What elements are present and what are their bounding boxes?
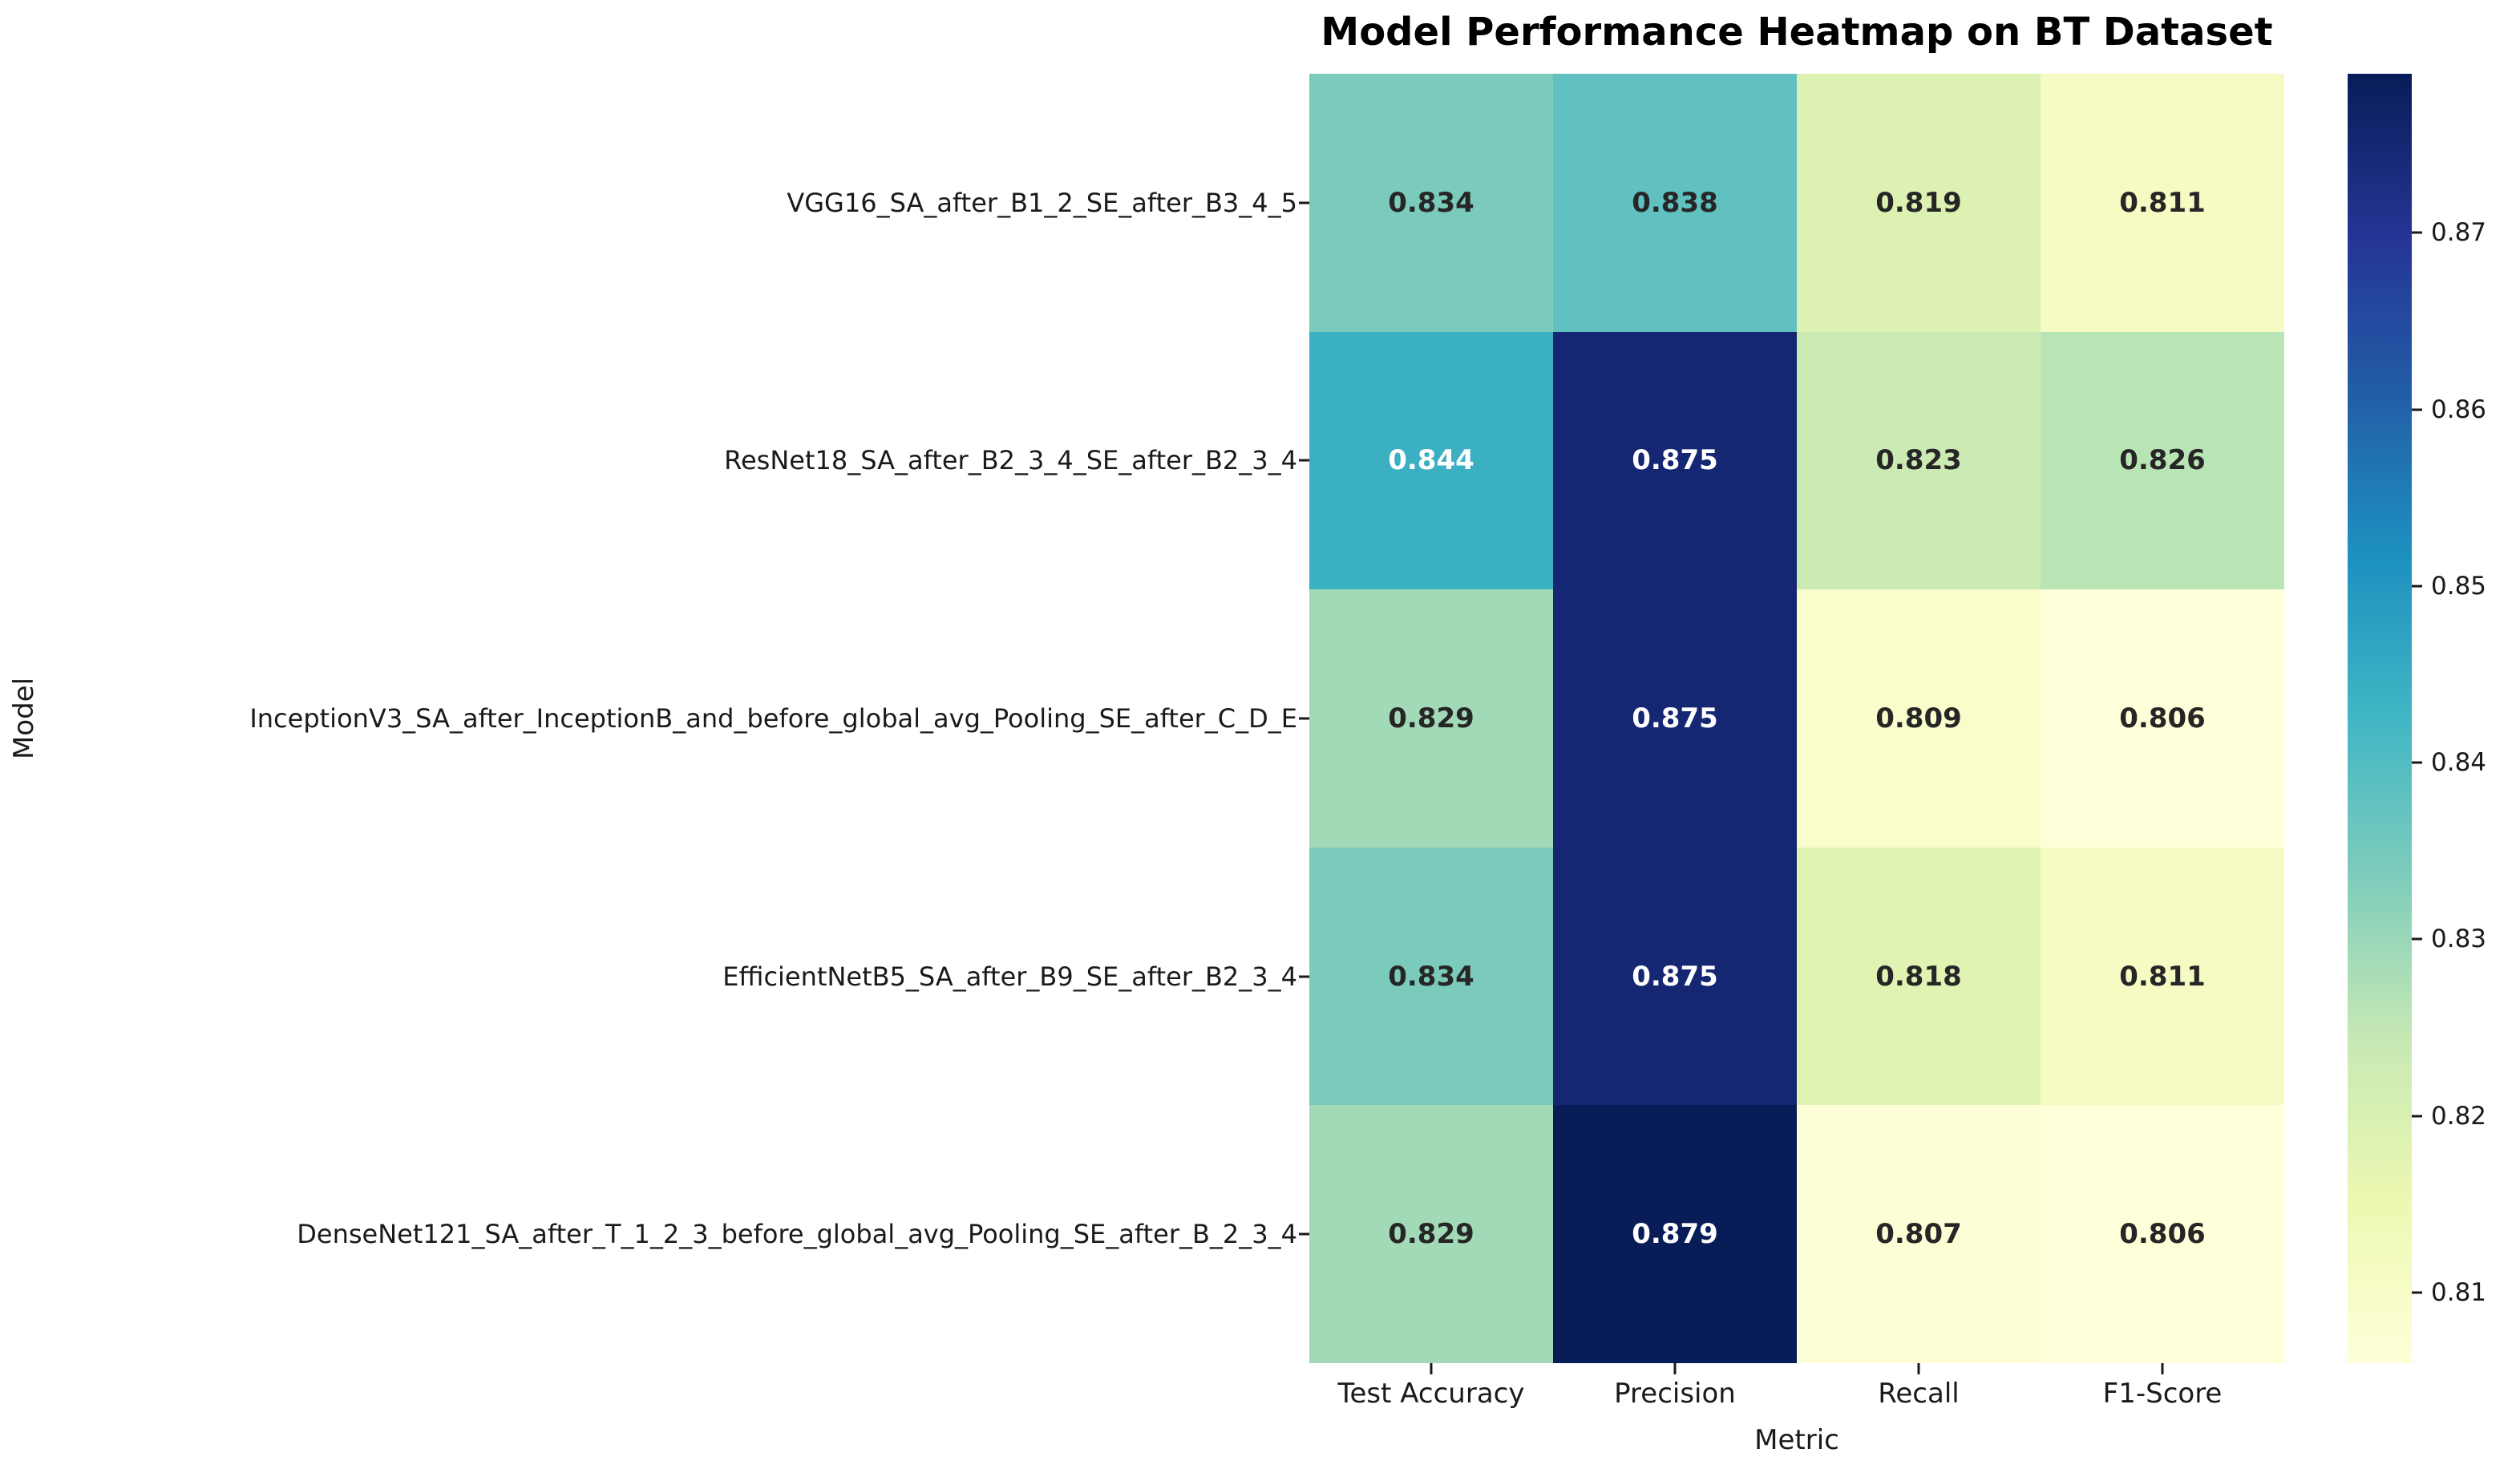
cell-value: 0.811 bbox=[2119, 960, 2206, 993]
chart-title: Model Performance Heatmap on BT Dataset bbox=[1321, 10, 2273, 55]
cell-value: 0.838 bbox=[1632, 186, 1718, 219]
heatmap-cell: 0.806 bbox=[2041, 1105, 2284, 1363]
colorbar-tick-label: 0.83 bbox=[2431, 925, 2487, 954]
heatmap-cell: 0.811 bbox=[2041, 74, 2284, 332]
colorbar-tick-label: 0.82 bbox=[2431, 1101, 2487, 1131]
row-label: EfficientNetB5_SA_after_B9_SE_after_B2_3… bbox=[722, 961, 1297, 992]
cell-value: 0.875 bbox=[1632, 702, 1718, 734]
heatmap-cell: 0.834 bbox=[1309, 74, 1553, 332]
cell-value: 0.826 bbox=[2119, 444, 2206, 477]
cell-value: 0.844 bbox=[1388, 444, 1474, 477]
heatmap-cell: 0.811 bbox=[2041, 847, 2284, 1106]
cell-value: 0.806 bbox=[2119, 702, 2206, 734]
heatmap-cell: 0.838 bbox=[1553, 74, 1797, 332]
heatmap-cell: 0.879 bbox=[1553, 1105, 1797, 1363]
cell-value: 0.829 bbox=[1388, 702, 1474, 734]
heatmap-cell: 0.823 bbox=[1797, 331, 2041, 590]
cell-value: 0.809 bbox=[1875, 702, 1962, 734]
colorbar-tick-label: 0.87 bbox=[2431, 218, 2487, 248]
colorbar bbox=[2348, 74, 2412, 1363]
colorbar-tick bbox=[2412, 585, 2422, 588]
x-tick-mark bbox=[1673, 1363, 1677, 1374]
y-tick-mark bbox=[1299, 1232, 1309, 1236]
col-label: Precision bbox=[1614, 1378, 1736, 1410]
x-tick-mark bbox=[1917, 1363, 1920, 1374]
heatmap-cell: 0.829 bbox=[1309, 589, 1553, 848]
heatmap-cell: 0.806 bbox=[2041, 589, 2284, 848]
heatmap-grid: 0.834 0.838 0.819 0.811 0.844 0.875 0.823 0.826… bbox=[1309, 74, 2284, 1363]
x-axis-label: Metric bbox=[1754, 1424, 1839, 1456]
x-tick-mark bbox=[2161, 1363, 2164, 1374]
cell-value: 0.834 bbox=[1388, 186, 1474, 219]
colorbar-tick bbox=[2412, 408, 2422, 411]
row-label: VGG16_SA_after_B1_2_SE_after_B3_4_5 bbox=[787, 187, 1297, 218]
colorbar-tick-label: 0.85 bbox=[2431, 571, 2487, 601]
cell-value: 0.829 bbox=[1388, 1218, 1474, 1251]
heatmap-cell: 0.875 bbox=[1553, 847, 1797, 1106]
cell-value: 0.823 bbox=[1875, 444, 1962, 477]
cell-value: 0.818 bbox=[1875, 960, 1962, 993]
heatmap-cell: 0.809 bbox=[1797, 589, 2041, 848]
colorbar-tick-label: 0.84 bbox=[2431, 748, 2487, 778]
heatmap-cell: 0.834 bbox=[1309, 847, 1553, 1106]
y-tick-mark bbox=[1299, 459, 1309, 462]
cell-value: 0.875 bbox=[1632, 960, 1718, 993]
cell-value: 0.806 bbox=[2119, 1218, 2206, 1251]
cell-value: 0.811 bbox=[2119, 186, 2206, 219]
heatmap-cell: 0.875 bbox=[1553, 589, 1797, 848]
col-label: F1-Score bbox=[2102, 1378, 2223, 1410]
colorbar-tick bbox=[2412, 1115, 2422, 1118]
heatmap-cell: 0.826 bbox=[2041, 331, 2284, 590]
cell-value: 0.875 bbox=[1632, 444, 1718, 477]
y-tick-mark bbox=[1299, 717, 1309, 720]
cell-value: 0.807 bbox=[1875, 1218, 1962, 1251]
colorbar-tick-label: 0.81 bbox=[2431, 1277, 2487, 1307]
cell-value: 0.834 bbox=[1388, 960, 1474, 993]
colorbar-tick bbox=[2412, 761, 2422, 764]
colorbar-tick-label: 0.86 bbox=[2431, 395, 2487, 424]
y-tick-mark bbox=[1299, 975, 1309, 978]
heatmap-cell: 0.844 bbox=[1309, 331, 1553, 590]
cell-value: 0.819 bbox=[1875, 186, 1962, 219]
colorbar-tick bbox=[2412, 1291, 2422, 1294]
heatmap-cell: 0.829 bbox=[1309, 1105, 1553, 1363]
row-label: InceptionV3_SA_after_InceptionB_and_befo… bbox=[249, 703, 1297, 734]
cell-value: 0.879 bbox=[1632, 1218, 1718, 1251]
row-label: ResNet18_SA_after_B2_3_4_SE_after_B2_3_4 bbox=[724, 445, 1297, 476]
heatmap-cell: 0.807 bbox=[1797, 1105, 2041, 1363]
heatmap-cell: 0.875 bbox=[1553, 331, 1797, 590]
heatmap-cell: 0.818 bbox=[1797, 847, 2041, 1106]
col-label: Test Accuracy bbox=[1337, 1378, 1525, 1410]
colorbar-tick bbox=[2412, 937, 2422, 941]
row-label: DenseNet121_SA_after_T_1_2_3_before_glob… bbox=[297, 1219, 1297, 1250]
heatmap-cell: 0.819 bbox=[1797, 74, 2041, 332]
col-label: Recall bbox=[1878, 1378, 1960, 1410]
y-tick-mark bbox=[1299, 201, 1309, 204]
x-tick-mark bbox=[1430, 1363, 1433, 1374]
y-axis-label: Model bbox=[8, 677, 40, 760]
colorbar-tick bbox=[2412, 231, 2422, 234]
